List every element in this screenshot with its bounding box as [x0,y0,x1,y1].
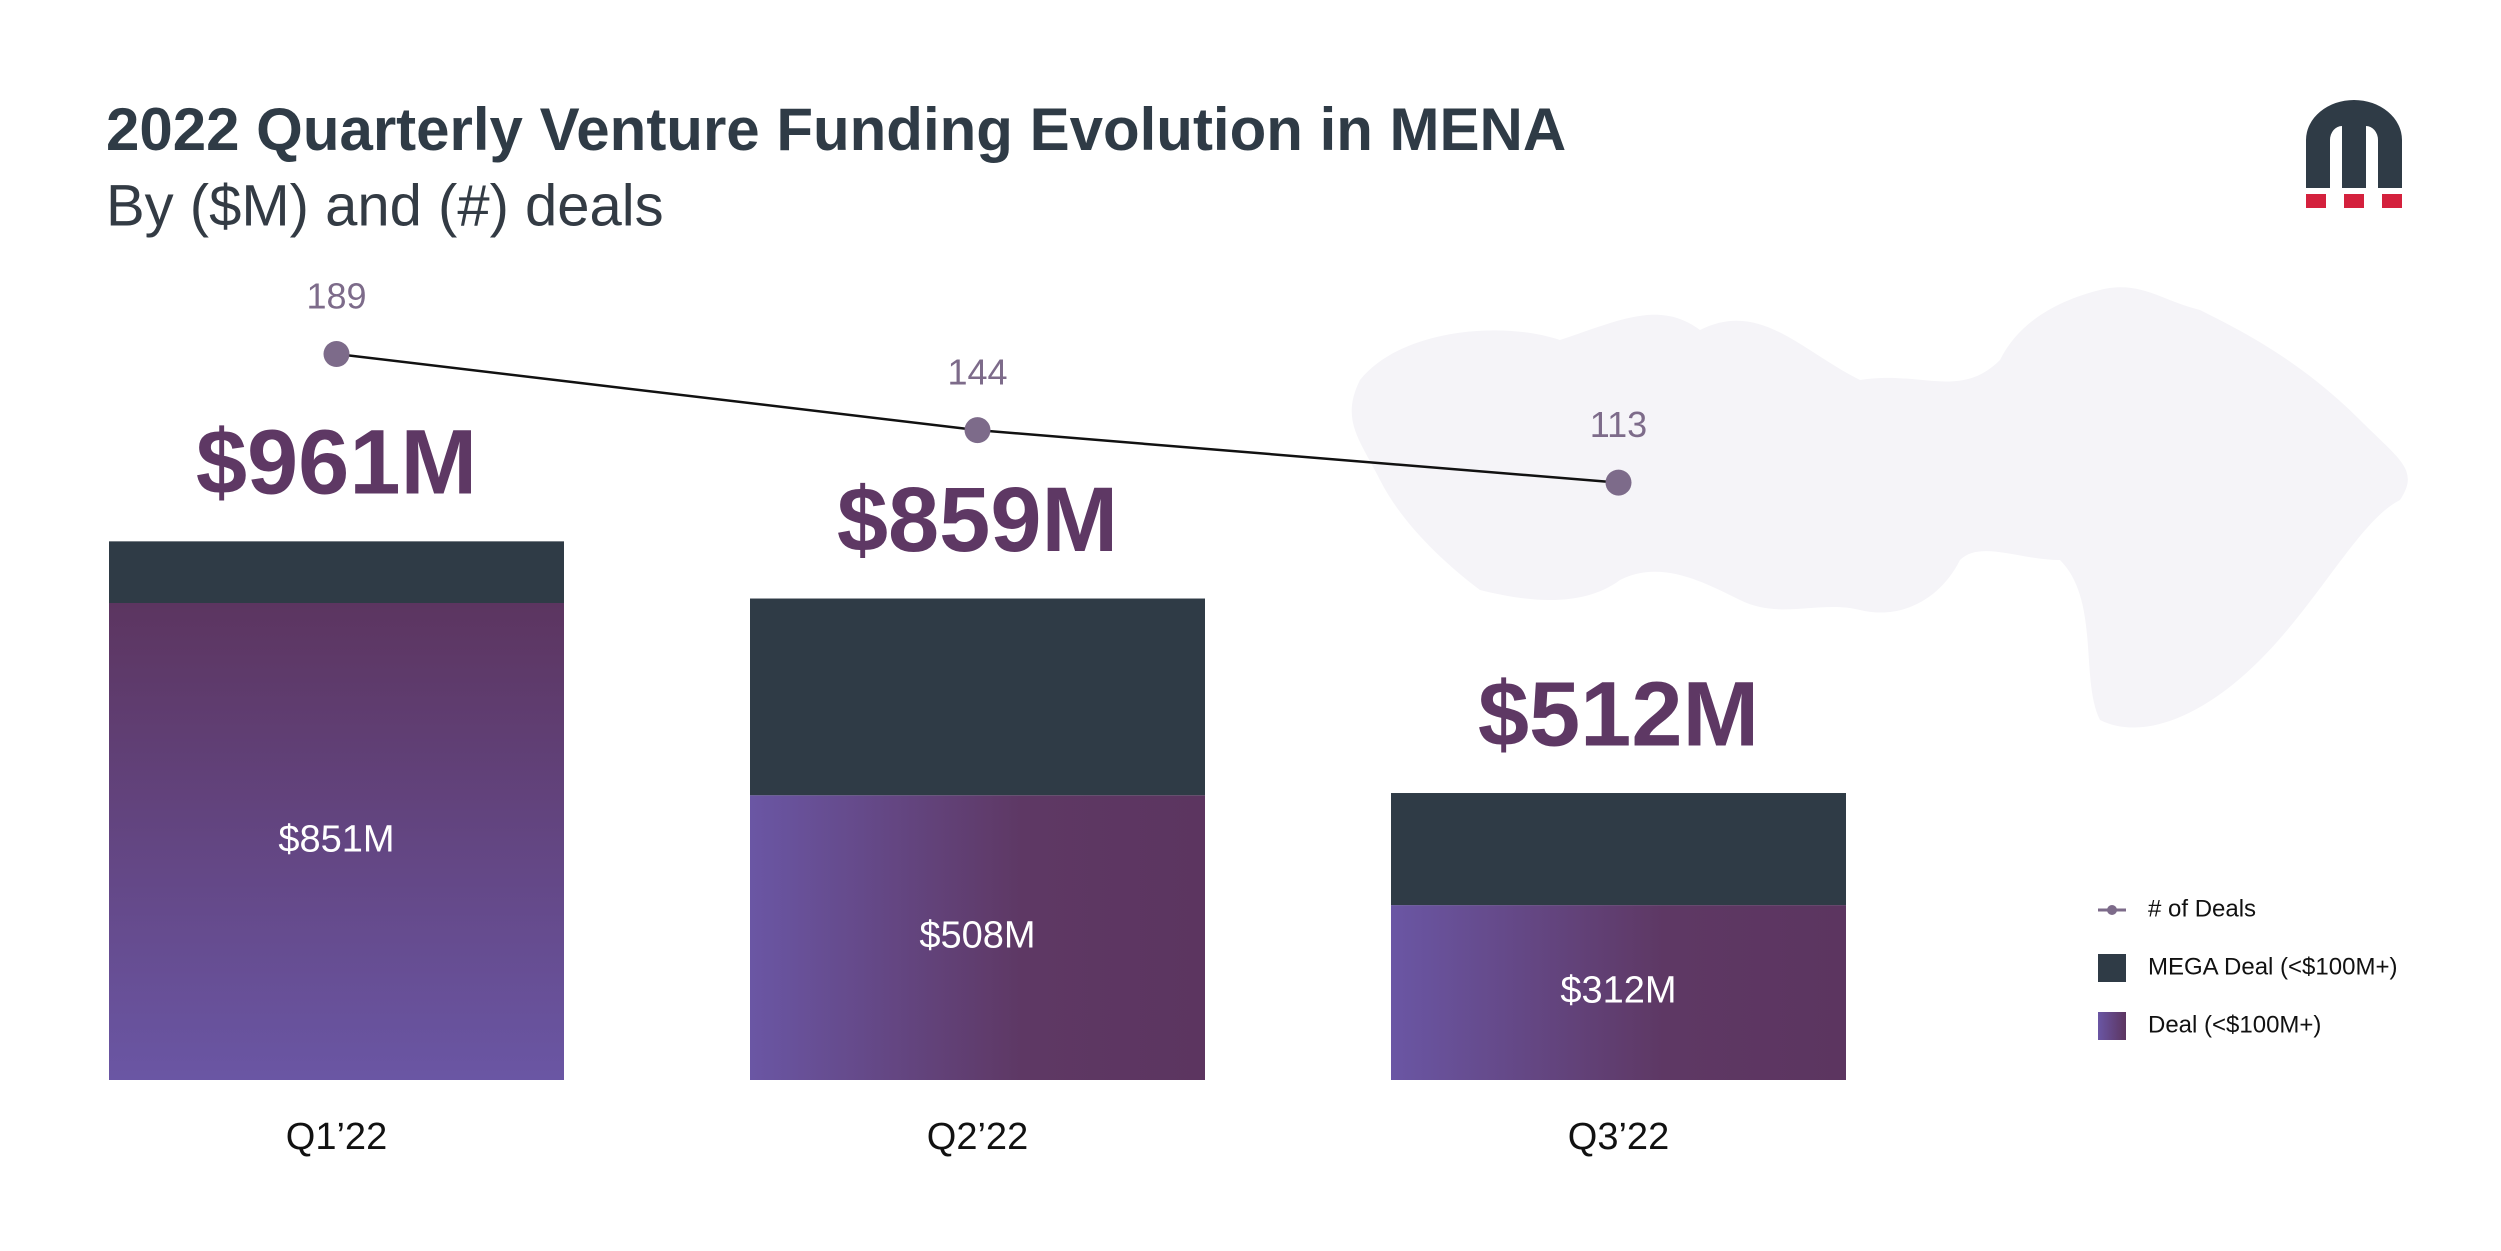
chart-title: 2022 Quarterly Venture Funding Evolution… [106,96,1566,163]
total-label: $961M [196,412,477,514]
x-tick-label: Q3’22 [1568,1116,1669,1158]
data-label: $851M [278,819,394,861]
bar-segment [750,598,1205,796]
legend-label: # of Deals [2148,895,2256,922]
x-tick-label: Q2’22 [927,1116,1028,1158]
data-label: $508M [919,915,1035,957]
line-point [1605,469,1632,496]
legend-label: Deal (<$100M+) [2148,1011,2321,1038]
data-label: $312M [1560,970,1676,1012]
total-label: $859M [837,469,1118,571]
map-background [1351,287,2408,728]
legend-swatch [2098,1012,2126,1040]
bar-segment [1391,793,1846,906]
bar-segment [1391,905,1846,1080]
data-label: 144 [947,352,1007,393]
line-point [323,341,350,367]
bar-segment [750,795,1205,1080]
chart-subtitle: By ($M) and (#) deals [106,173,664,238]
data-label: 113 [1590,404,1647,445]
legend-swatch [2098,954,2126,982]
logo [2306,100,2402,208]
total-label: $512M [1478,663,1759,765]
legend-swatch [2107,905,2117,915]
bar-segment [109,603,564,1080]
line-point [964,417,991,444]
x-tick-label: Q1’22 [286,1116,387,1158]
legend-label: MEGA Deal (<$100M+) [2148,953,2397,980]
data-label: 189 [306,276,366,317]
bar-segment [109,541,564,604]
